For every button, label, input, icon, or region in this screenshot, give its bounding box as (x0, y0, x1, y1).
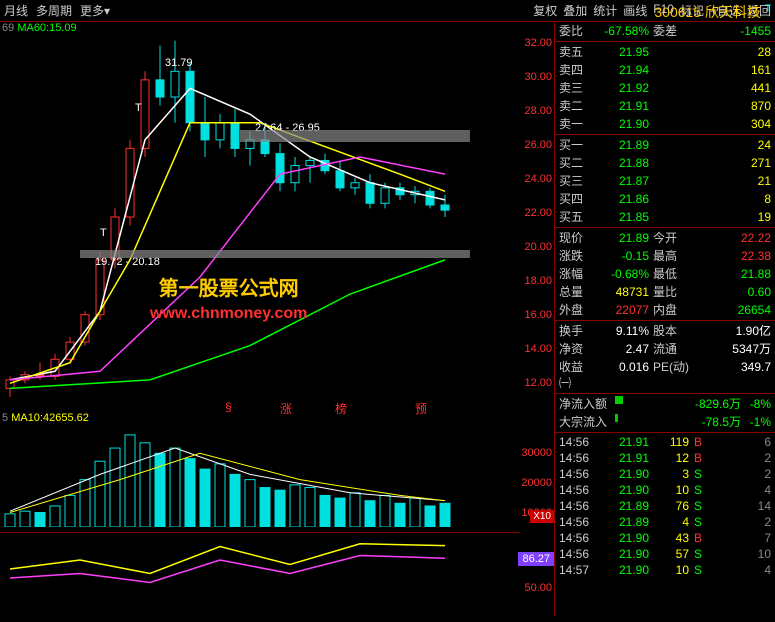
side-row: 买三21.8721 (555, 172, 775, 190)
side-row: 卖四21.94161 (555, 61, 775, 79)
chart-area[interactable]: 69 MA60:15.09 32.0030.0028.0026.0024.002… (0, 22, 555, 616)
side-row: 买五21.8519 (555, 208, 775, 226)
menu-item[interactable]: 更多▾ (80, 2, 110, 19)
side-row: 现价21.89今开22.22 (555, 229, 775, 247)
vol-legend: 5 MA10:42655.62 (2, 412, 89, 424)
resistance-zone (240, 130, 470, 142)
menu-item[interactable]: 复权 (533, 2, 557, 19)
tick-row: 14:5621.9112B2 (555, 450, 775, 466)
menu-item[interactable]: 统计 (593, 2, 617, 19)
support-zone (80, 250, 470, 258)
side-row: 买二21.88271 (555, 154, 775, 172)
tick-row: 14:5621.8976S14 (555, 498, 775, 514)
menu-item[interactable]: 多周期 (36, 2, 72, 19)
side-row: 收益㈠0.016PE(动)349.7 (555, 358, 775, 392)
t-marker-2: T (100, 227, 107, 239)
candlestick-chart[interactable] (0, 37, 520, 397)
side-row: 净资2.47流通5347万 (555, 340, 775, 358)
high-annotation: 31.79 (165, 57, 193, 69)
tick-row: 14:5621.9057S10 (555, 546, 775, 562)
ma-legend: 69 MA60:15.09 (2, 22, 77, 34)
x10-badge: X10 (530, 510, 554, 523)
side-row: 总量48731量比0.60 (555, 283, 775, 301)
watermark: 第一股票公式网 www.chnmoney.com (150, 272, 307, 323)
side-row: 换手9.11%股本1.90亿 (555, 322, 775, 340)
menu-item[interactable]: 画线 (623, 2, 647, 19)
t-marker-1: T (135, 102, 142, 114)
menu-item[interactable]: 叠加 (563, 2, 587, 19)
tick-row: 14:5621.91119B6 (555, 434, 775, 450)
side-row: 卖三21.92441 (555, 79, 775, 97)
side-row: 委比-67.58%委差-1455 (555, 22, 775, 40)
tick-row: 14:5621.903S2 (555, 466, 775, 482)
tick-row: 14:5721.9010S4 (555, 562, 775, 578)
stock-code: 300615 (654, 4, 701, 20)
menu-item[interactable]: 月线 (4, 2, 28, 19)
tick-row: 14:5621.9043B7 (555, 530, 775, 546)
price-axis: 32.0030.0028.0026.0024.0022.0020.0018.00… (517, 37, 552, 397)
tick-row: 14:5621.894S2 (555, 514, 775, 530)
indicator-value-badge: 86.27 (518, 552, 554, 566)
tick-row: 14:5621.9010S4 (555, 482, 775, 498)
side-row: 外盘22077内盘26654 (555, 301, 775, 319)
side-row: 卖五21.9528 (555, 43, 775, 61)
side-row: 涨跌-0.15最高22.38 (555, 247, 775, 265)
side-row: 卖二21.91870 (555, 97, 775, 115)
side-row: 卖一21.90304 (555, 115, 775, 133)
volume-chart[interactable] (0, 427, 520, 527)
indicator-chart[interactable] (0, 532, 520, 622)
side-panel: 委比-67.58%委差-1455 卖五21.9528卖四21.94161卖三21.… (555, 22, 775, 616)
stock-title: 300615 欣天科技 T (654, 2, 771, 22)
side-row: 买四21.868 (555, 190, 775, 208)
stock-name: 欣天科技 (705, 4, 761, 20)
stock-sup: T (765, 3, 771, 14)
side-row: 涨幅-0.68%最低21.88 (555, 265, 775, 283)
side-row: 买一21.8924 (555, 136, 775, 154)
